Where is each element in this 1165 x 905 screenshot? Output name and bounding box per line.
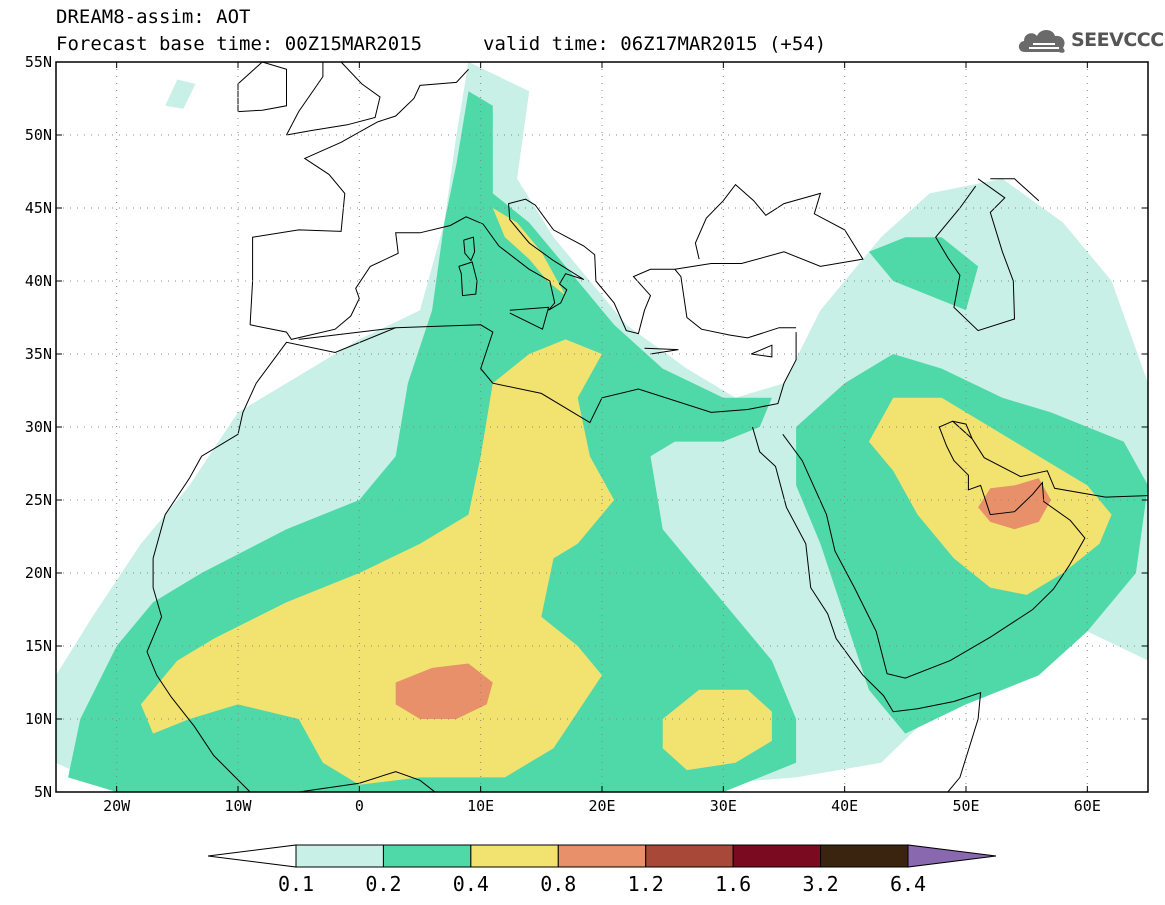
colorbar-swatch-5 xyxy=(645,844,734,868)
colorbar-under-arrow xyxy=(207,844,297,868)
coastline-segment-7 xyxy=(782,420,1148,679)
lat-tick-label: 40N xyxy=(25,272,52,290)
lon-tick-label: 40E xyxy=(831,797,858,815)
colorbar-swatch-4 xyxy=(557,844,647,868)
coastline-segment-11 xyxy=(463,236,476,262)
aot-region-3 xyxy=(68,91,797,792)
lon-tick-label: 20W xyxy=(103,797,131,815)
colorbar-level-label: 0.2 xyxy=(365,872,401,896)
coastline-segment-6 xyxy=(752,426,982,792)
aot-field-layer xyxy=(56,62,1148,792)
aot-region-6 xyxy=(140,339,615,785)
colorbar-level-label: 1.6 xyxy=(715,872,751,896)
lon-tick-label: 30E xyxy=(710,797,737,815)
valid-time: valid time: 06Z17MAR2015 (+54) xyxy=(483,33,827,55)
colorbar-level-label: 3.2 xyxy=(803,872,839,896)
coastline-segment-3 xyxy=(249,68,469,325)
lat-tick-label: 45N xyxy=(25,199,52,217)
colorbar-level-label: 0.1 xyxy=(278,872,314,896)
colorbar-swatch-1 xyxy=(295,844,384,868)
coastline-segment-2 xyxy=(146,558,436,792)
aot-region-10 xyxy=(395,663,493,719)
colorbar-swatch-7 xyxy=(820,844,909,868)
coastline-segment-15 xyxy=(286,62,381,136)
lat-tick-label: 5N xyxy=(34,783,52,801)
coastline-segment-10 xyxy=(458,261,478,297)
graticule xyxy=(56,62,1148,792)
cloud-icon xyxy=(1018,30,1065,53)
lon-tick-label: 20E xyxy=(588,797,615,815)
aot-region-5 xyxy=(868,237,979,311)
colorbar: 0.1 0.2 0.4 0.8 1.2 1.6 3.2 6.4 xyxy=(207,844,997,896)
lon-tick-label: 0 xyxy=(355,797,364,815)
colorbar-swatch-3 xyxy=(470,844,559,868)
colorbar-over-arrow xyxy=(907,844,997,868)
logo-text: SEEVCCC xyxy=(1071,29,1164,51)
coastline-segment-4 xyxy=(250,198,797,340)
coastline-segment-9 xyxy=(298,327,396,340)
colorbar-level-label: 0.8 xyxy=(540,872,576,896)
lat-tick-label: 25N xyxy=(25,491,52,509)
lat-tick-label: 55N xyxy=(25,53,52,71)
coastline-segment-16 xyxy=(237,62,287,113)
forecast-base-time: Forecast base time: 00Z15MAR2015 xyxy=(56,33,423,55)
lon-tick-label: 10W xyxy=(224,797,252,815)
coastline-segment-8 xyxy=(952,420,973,439)
lat-tick-label: 35N xyxy=(25,345,52,363)
aot-region-11 xyxy=(978,478,1051,530)
colorbar-swatch-2 xyxy=(382,844,472,868)
colorbar-level-label: 0.4 xyxy=(453,872,489,896)
longitude-ticks: 20W 10W 0 10E 20E 30E 40E 50E 60E xyxy=(103,62,1101,815)
aot-region-7 xyxy=(492,208,566,296)
coastline-segment-14 xyxy=(751,344,773,358)
coastline-segment-1 xyxy=(152,324,797,559)
coastline-segment-5 xyxy=(674,183,864,270)
coastline-segment-17 xyxy=(935,178,1016,332)
lat-tick-label: 30N xyxy=(25,418,52,436)
seevccc-logo: SEEVCCC xyxy=(1015,24,1164,58)
lat-tick-label: 20N xyxy=(25,564,52,582)
aot-region-2 xyxy=(165,79,196,109)
latitude-ticks: 55N 50N 45N 40N 35N 30N 25N 20N 15N 10N 5N xyxy=(25,53,1148,801)
chart-title: DREAM8-assim: AOT xyxy=(56,6,251,28)
lat-tick-label: 50N xyxy=(25,126,52,144)
coastline-segment-12 xyxy=(509,306,550,330)
lon-tick-label: 10E xyxy=(467,797,494,815)
colorbar-level-label: 1.2 xyxy=(628,872,664,896)
lon-tick-label: 50E xyxy=(952,797,979,815)
coastline-segment-13 xyxy=(644,347,679,355)
lat-tick-label: 10N xyxy=(25,710,52,728)
lat-tick-label: 15N xyxy=(25,637,52,655)
lon-tick-label: 60E xyxy=(1074,797,1101,815)
aot-region-8 xyxy=(662,689,772,771)
colorbar-swatch-6 xyxy=(732,844,822,868)
colorbar-level-label: 6.4 xyxy=(890,872,926,896)
coastline-layer xyxy=(146,62,1148,792)
coastline-segment-18 xyxy=(990,178,1040,202)
